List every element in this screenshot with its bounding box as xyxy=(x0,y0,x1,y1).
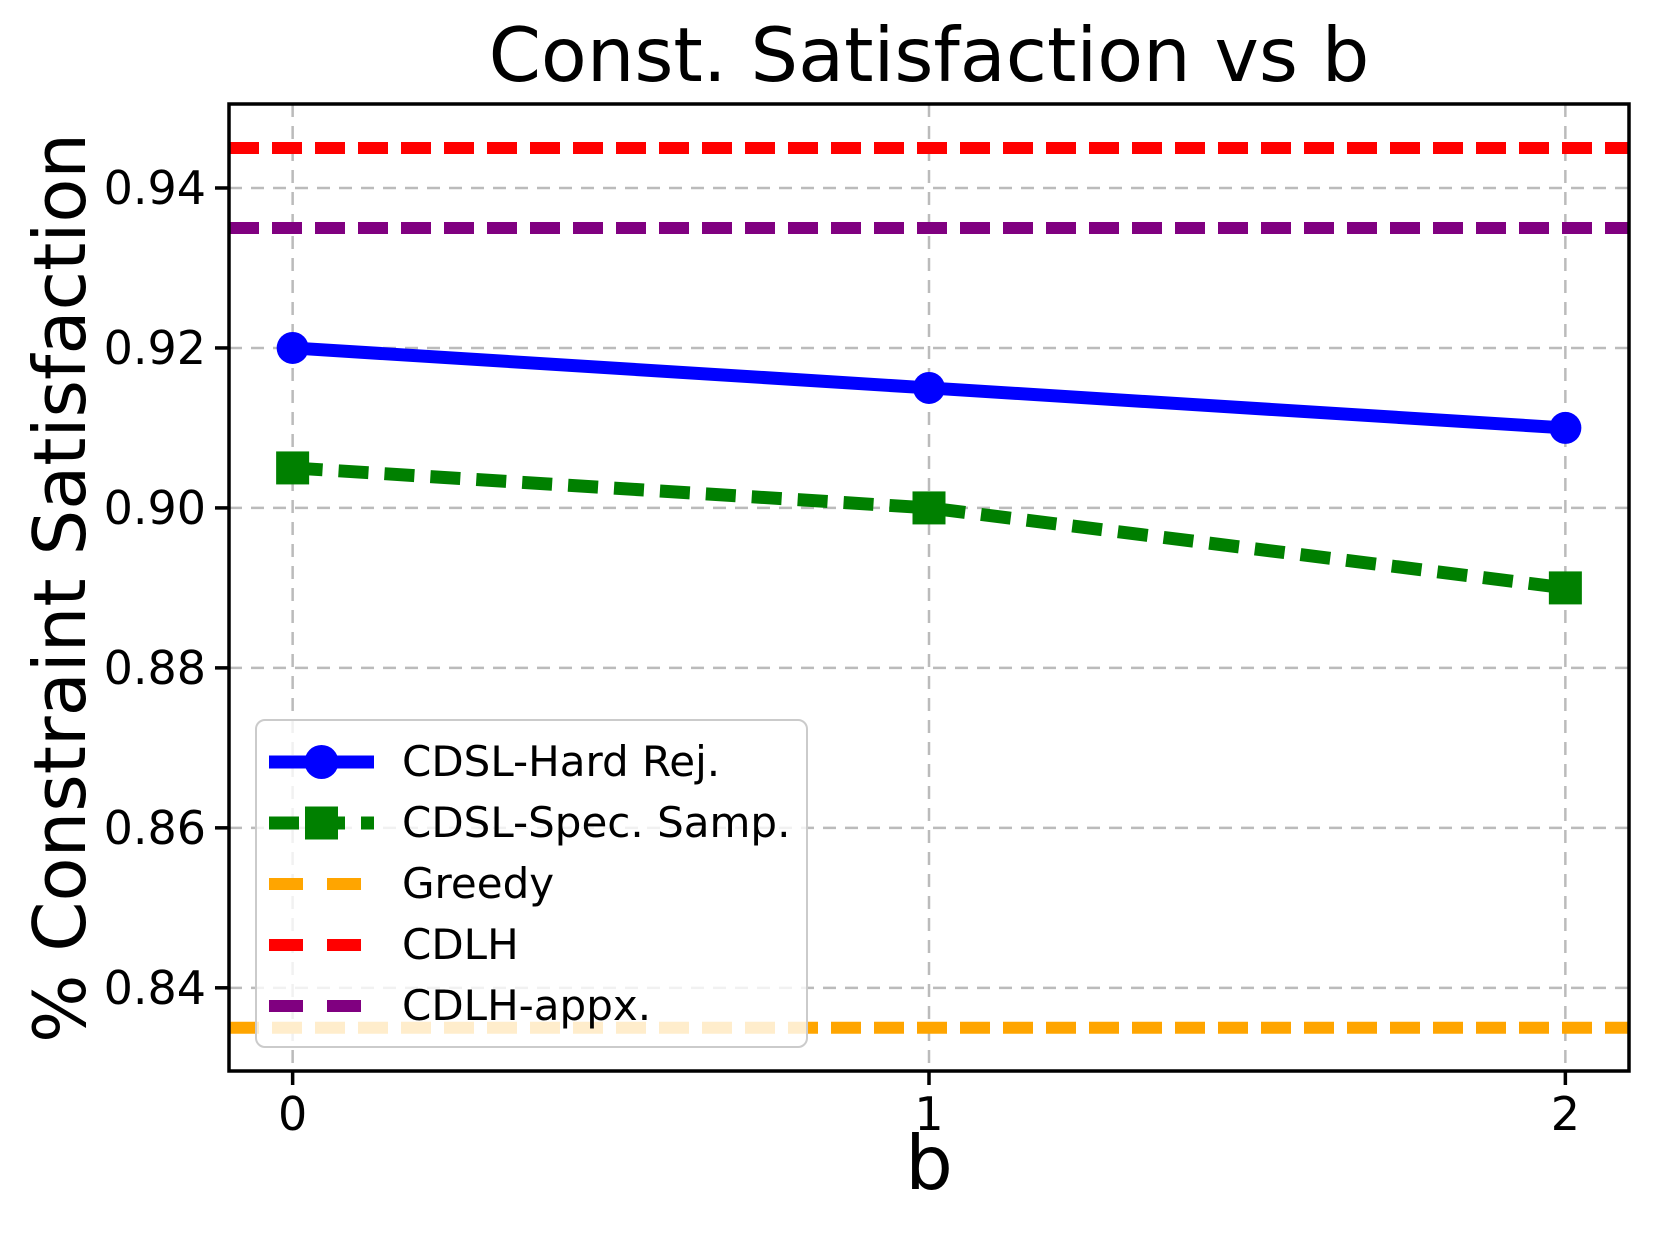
legend: CDSL-Hard Rej. CDSL-Spec. Samp. Greedy CDLH… xyxy=(255,719,808,1048)
legend-item-greedy: Greedy xyxy=(269,859,792,908)
x-axis-label: b xyxy=(905,1119,953,1207)
marker-square-cdsl-spec-samp xyxy=(912,491,946,525)
legend-label: CDLH-appx. xyxy=(402,981,652,1030)
legend-sample-dashed-line-icon xyxy=(269,999,374,1012)
y-tick-label: 0.84 xyxy=(103,960,206,1015)
x-tick-label: 2 xyxy=(1550,1087,1580,1141)
legend-sample-square-dashed-line-icon xyxy=(269,806,374,839)
legend-label: CDSL-Hard Rej. xyxy=(402,737,721,786)
y-tick-label: 0.88 xyxy=(103,640,206,695)
legend-label: Greedy xyxy=(402,859,555,908)
marker-square-cdsl-spec-samp xyxy=(276,451,310,485)
legend-item-cdlh-appx: CDLH-appx. xyxy=(269,981,792,1030)
y-tick-label: 0.90 xyxy=(103,480,206,535)
chart-title: Const. Satisfaction vs b xyxy=(488,11,1370,99)
y-tick-label: 0.86 xyxy=(103,800,206,855)
marker-circle-cdsl-hard-rej xyxy=(276,331,309,364)
series-line-cdsl-spec-samp xyxy=(292,461,1567,595)
x-tick-label: 0 xyxy=(277,1087,308,1141)
legend-label: CDLH xyxy=(402,920,519,969)
legend-item-cdlh: CDLH xyxy=(269,920,792,969)
marker-square-cdsl-spec-samp xyxy=(1548,571,1582,605)
y-tick-label: 0.92 xyxy=(103,320,206,375)
y-tick-label: 0.94 xyxy=(103,160,206,215)
legend-sample-dashed-line-icon xyxy=(269,938,374,951)
legend-item-cdsl-hard-rej: CDSL-Hard Rej. xyxy=(269,737,792,786)
legend-marker-square xyxy=(305,806,338,839)
legend-marker-circle xyxy=(304,744,339,779)
marker-circle-cdsl-hard-rej xyxy=(1549,411,1582,444)
legend-sample-dashed-line-icon xyxy=(269,877,374,890)
legend-item-cdsl-spec-samp: CDSL-Spec. Samp. xyxy=(269,798,792,847)
legend-label: CDSL-Spec. Samp. xyxy=(402,798,791,847)
x-tick-label: 1 xyxy=(914,1087,944,1141)
marker-circle-cdsl-hard-rej xyxy=(913,371,945,404)
legend-sample-circle-solid-line-icon xyxy=(269,744,374,779)
